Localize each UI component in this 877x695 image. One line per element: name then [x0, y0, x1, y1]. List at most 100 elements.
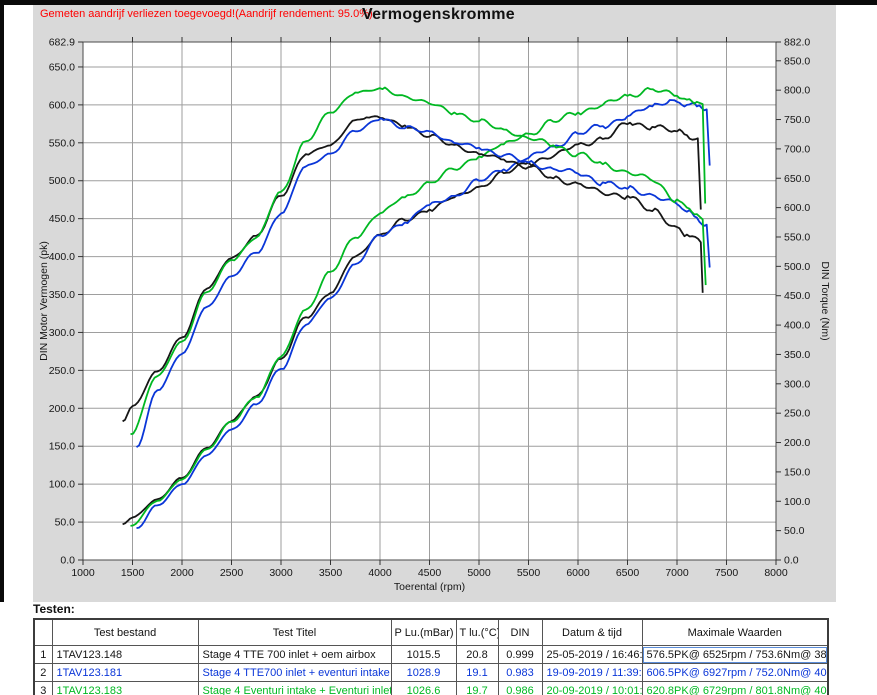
right-tick-label: 450.0	[784, 290, 810, 302]
left-tick-label: 450.0	[49, 213, 75, 225]
din-cell[interactable]: 0.983	[497, 663, 543, 682]
x-tick-label: 5500	[517, 567, 541, 579]
left-tick-label: 150.0	[49, 441, 75, 453]
maximale-waarden-cell[interactable]: 576.5PK@ 6525rpm / 753.6Nm@ 3863rpm	[641, 645, 829, 664]
tests-table-header-row: Test bestand Test Titel P Lu.(mBar) T lu.(°…	[33, 618, 829, 646]
column-header-test-bestand: Test bestand	[51, 618, 199, 646]
test-bestand-cell[interactable]: 1TAV123.183	[51, 681, 199, 695]
column-header-datum-tijd: Datum & tijd	[541, 618, 643, 646]
chart-title: Vermogenskromme	[361, 6, 515, 23]
right-tick-label: 650.0	[784, 173, 810, 185]
left-tick-label: 300.0	[49, 327, 75, 339]
tests-table: Test bestand Test Titel P Lu.(mBar) T lu.(°…	[33, 618, 829, 695]
test-titel-cell[interactable]: Stage 4 Eventuri intake + Eventuri inlet	[197, 681, 392, 695]
right-tick-label: 600.0	[784, 202, 810, 214]
datum-tijd-cell[interactable]: 25-05-2019 / 16:46:36	[541, 645, 643, 664]
right-tick-label: 400.0	[784, 320, 810, 332]
din-cell[interactable]: 0.986	[497, 681, 543, 695]
column-header-row-number	[33, 618, 53, 646]
x-tick-label: 8000	[764, 567, 788, 579]
right-tick-label: 200.0	[784, 437, 810, 449]
left-tick-label: 350.0	[49, 289, 75, 301]
t-lu-cell[interactable]: 19.1	[455, 663, 499, 682]
dyno-chart-canvas: 1000 1500 2000 2500 3000 3500 4000 4500 5000 5500…	[38, 37, 831, 594]
left-tick-label: 650.0	[49, 61, 75, 73]
left-tick-label: 250.0	[49, 365, 75, 377]
datum-tijd-cell[interactable]: 20-09-2019 / 10:01:08	[541, 681, 643, 695]
maximale-waarden-cell[interactable]: 620.8PK@ 6729rpm / 801.8Nm@ 4025rpm	[641, 681, 829, 695]
right-tick-label: 750.0	[784, 114, 810, 126]
left-tick-label: 0.0	[60, 555, 75, 567]
test-bestand-cell[interactable]: 1TAV123.148	[51, 645, 199, 664]
column-header-p-lu-mbar-: P Lu.(mBar)	[390, 618, 457, 646]
curve-torque-test2-blue	[135, 117, 711, 448]
p-lu-cell[interactable]: 1015.5	[390, 645, 457, 664]
column-header-din: DIN	[497, 618, 543, 646]
x-tick-label: 1000	[71, 567, 95, 579]
right-tick-label: 882.0	[784, 37, 810, 49]
right-tick-label: 850.0	[784, 55, 810, 67]
row-number-cell[interactable]: 3	[33, 681, 53, 695]
left-axis-title: DIN Motor Vermogen (pk)	[38, 241, 50, 361]
drivetrain-loss-annotation: Gemeten aandrijf verliezen toegevoegd!(A…	[40, 8, 373, 20]
x-tick-label: 1500	[121, 567, 145, 579]
curve-power-test2-blue	[136, 99, 711, 529]
x-tick-label: 2500	[220, 567, 244, 579]
window-left-border	[0, 0, 4, 602]
t-lu-cell[interactable]: 19.7	[455, 681, 499, 695]
test-row-1: 1 1TAV123.148 Stage 4 TTE 700 inlet + oem …	[33, 645, 829, 664]
left-tick-label: 500.0	[49, 175, 75, 187]
x-tick-label: 6000	[566, 567, 590, 579]
right-tick-label: 550.0	[784, 231, 810, 243]
test-titel-cell[interactable]: Stage 4 TTE 700 inlet + oem airbox	[197, 645, 392, 664]
test-titel-cell[interactable]: Stage 4 TTE700 inlet + eventuri intake	[197, 663, 392, 682]
curve-torque-test3-green	[130, 86, 707, 436]
x-tick-label: 4500	[418, 567, 442, 579]
right-tick-label: 700.0	[784, 143, 810, 155]
column-header-t-lu-c-: T lu.(°C)	[455, 618, 499, 646]
datum-tijd-cell[interactable]: 19-09-2019 / 11:39:20	[541, 663, 643, 682]
x-axis-title: Toerental (rpm)	[394, 581, 465, 593]
test-bestand-cell[interactable]: 1TAV123.181	[51, 663, 199, 682]
column-header-test-titel: Test Titel	[197, 618, 392, 646]
x-tick-label: 3000	[269, 567, 293, 579]
x-tick-label: 7000	[665, 567, 689, 579]
right-tick-label: 50.0	[784, 525, 805, 537]
left-tick-label: 600.0	[49, 99, 75, 111]
left-tick-label: 200.0	[49, 403, 75, 415]
p-lu-cell[interactable]: 1028.9	[390, 663, 457, 682]
right-tick-label: 800.0	[784, 85, 810, 97]
x-tick-label: 5000	[467, 567, 491, 579]
window-top-border	[0, 0, 877, 5]
din-cell[interactable]: 0.999	[497, 645, 543, 664]
test-row-2: 2 1TAV123.181 Stage 4 TTE700 inlet + event…	[33, 663, 829, 682]
right-axis-title: DIN Torque (Nm)	[819, 261, 831, 340]
right-tick-label: 500.0	[784, 261, 810, 273]
right-tick-label: 0.0	[784, 555, 799, 567]
row-number-cell[interactable]: 2	[33, 663, 53, 682]
left-tick-label: 682.9	[49, 37, 75, 49]
column-header-maximale-waarden: Maximale Waarden	[641, 618, 829, 646]
right-tick-label: 350.0	[784, 349, 810, 361]
test-row-3: 3 1TAV123.183 Stage 4 Eventuri intake + Ev…	[33, 681, 829, 695]
p-lu-cell[interactable]: 1026.6	[390, 681, 457, 695]
left-tick-label: 550.0	[49, 137, 75, 149]
t-lu-cell[interactable]: 20.8	[455, 645, 499, 664]
maximale-waarden-cell[interactable]: 606.5PK@ 6927rpm / 752.0Nm@ 4010rpm	[641, 663, 829, 682]
right-tick-label: 150.0	[784, 466, 810, 478]
left-tick-label: 400.0	[49, 251, 75, 263]
right-tick-label: 250.0	[784, 408, 810, 420]
left-tick-label: 100.0	[49, 479, 75, 491]
x-tick-label: 2000	[170, 567, 194, 579]
x-tick-label: 7500	[715, 567, 739, 579]
x-tick-label: 6500	[616, 567, 640, 579]
row-number-cell[interactable]: 1	[33, 645, 53, 664]
curve-power-test3-green	[130, 87, 707, 527]
x-tick-label: 4000	[368, 567, 392, 579]
right-tick-label: 100.0	[784, 496, 810, 508]
right-tick-label: 300.0	[784, 378, 810, 390]
tests-section-label: Testen:	[33, 602, 75, 616]
x-tick-label: 3500	[319, 567, 343, 579]
left-tick-label: 50.0	[55, 517, 76, 529]
